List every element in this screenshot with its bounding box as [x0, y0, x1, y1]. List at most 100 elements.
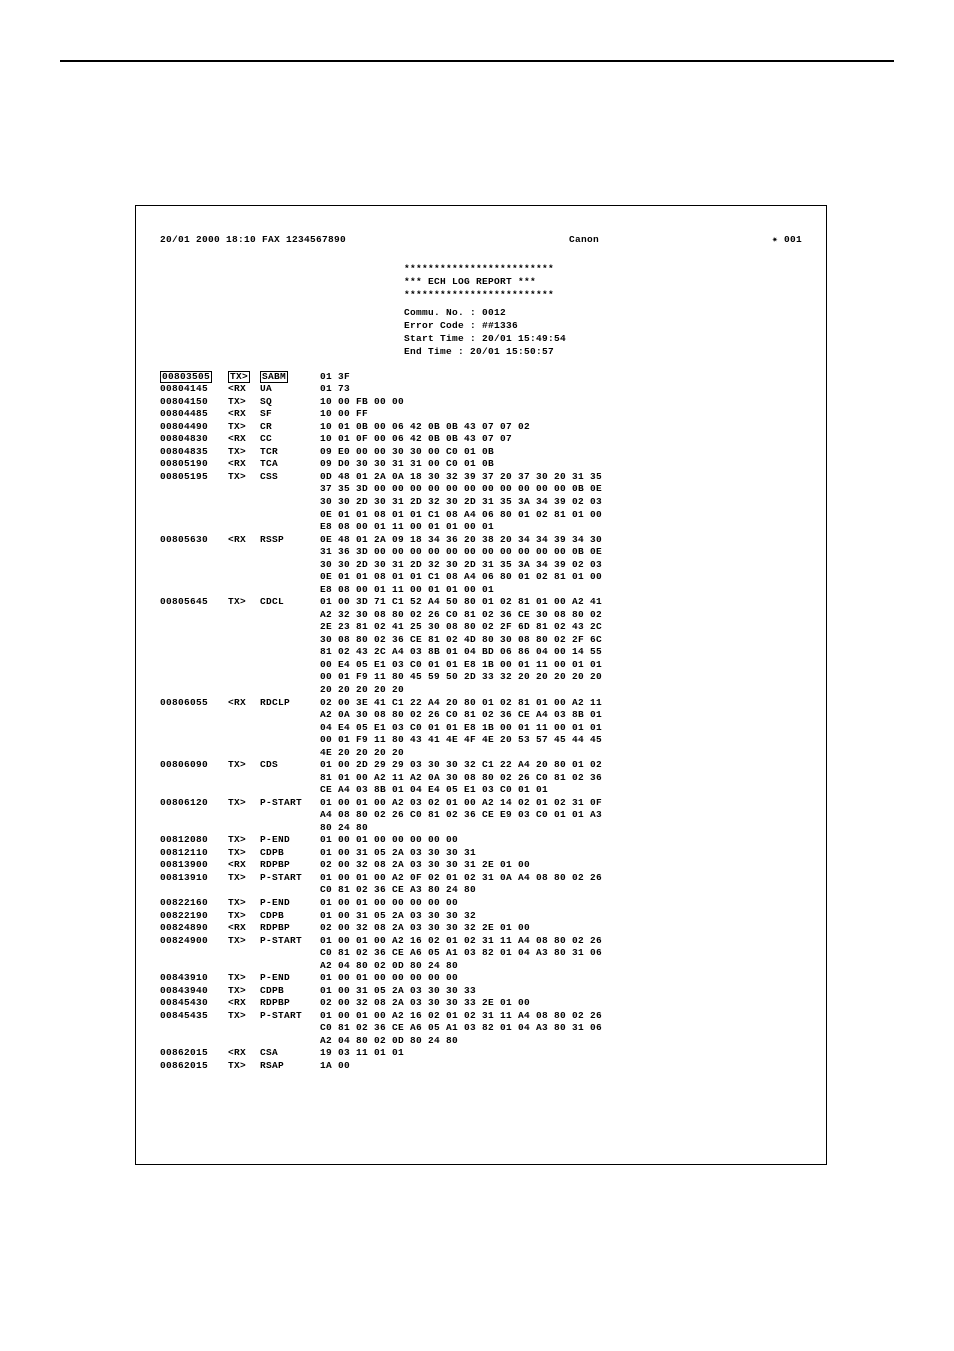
log-row: 81 02 43 2C A4 03 8B 01 04 BD 06 86 04 0… [160, 646, 802, 659]
log-row: 00805190<RXTCA09 D0 30 30 31 31 00 C0 01… [160, 458, 802, 471]
log-row: 80 24 80 [160, 822, 802, 835]
col-command: CDPB [260, 985, 320, 998]
col-direction: <RX [228, 922, 260, 935]
col-hex: 04 E4 05 E1 03 C0 01 01 E8 1B 00 01 11 0… [320, 722, 802, 735]
log-row: 00812110TX>CDPB01 00 31 05 2A 03 30 30 3… [160, 847, 802, 860]
log-row: 30 08 80 02 36 CE 81 02 4D 80 30 08 80 0… [160, 634, 802, 647]
col-timestamp: 00862015 [160, 1047, 228, 1060]
col-timestamp: 00806090 [160, 759, 228, 772]
col-hex: 0E 01 01 08 01 01 C1 08 A4 06 80 01 02 8… [320, 571, 802, 584]
col-hex: 01 00 01 00 A2 16 02 01 02 31 11 A4 08 8… [320, 1010, 802, 1023]
col-hex: 01 00 31 05 2A 03 30 30 33 [320, 985, 802, 998]
col-timestamp: 00806055 [160, 697, 228, 710]
col-command [260, 772, 320, 785]
col-direction [228, 822, 260, 835]
log-row: 00803505TX>SABM01 3F [160, 371, 802, 384]
log-row: 00806120TX>P-START01 00 01 00 A2 03 02 0… [160, 797, 802, 810]
log-row: C0 81 02 36 CE A3 80 24 80 [160, 884, 802, 897]
col-direction [228, 496, 260, 509]
log-row: 4E 20 20 20 20 [160, 747, 802, 760]
col-timestamp [160, 483, 228, 496]
col-command: P-END [260, 972, 320, 985]
log-row: 31 36 3D 00 00 00 00 00 00 00 00 00 00 0… [160, 546, 802, 559]
col-timestamp [160, 671, 228, 684]
col-hex: 01 00 01 00 00 00 00 00 [320, 897, 802, 910]
col-command: RDPBP [260, 859, 320, 872]
log-row: 00 01 F9 11 80 45 59 50 2D 33 32 20 20 2… [160, 671, 802, 684]
col-direction [228, 734, 260, 747]
col-direction [228, 1022, 260, 1035]
col-timestamp [160, 1022, 228, 1035]
info-end: End Time : 20/01 15:50:57 [404, 346, 802, 359]
title-stars-top: ************************* [404, 263, 802, 276]
col-command [260, 1022, 320, 1035]
col-command: RDCLP [260, 697, 320, 710]
col-command [260, 634, 320, 647]
col-hex: 30 30 2D 30 31 2D 32 30 2D 31 35 3A 34 3… [320, 496, 802, 509]
col-timestamp: 00812110 [160, 847, 228, 860]
col-hex: A2 0A 30 08 80 02 26 C0 81 02 36 CE A4 0… [320, 709, 802, 722]
log-row: 00813900<RXRDPBP02 00 32 08 2A 03 30 30 … [160, 859, 802, 872]
header-center: Canon [346, 234, 772, 245]
col-hex: 4E 20 20 20 20 [320, 747, 802, 760]
col-timestamp [160, 571, 228, 584]
header-right: ✷ 001 [772, 234, 802, 245]
col-direction [228, 709, 260, 722]
col-timestamp: 00822160 [160, 897, 228, 910]
col-timestamp [160, 646, 228, 659]
col-command [260, 1035, 320, 1048]
col-timestamp: 00813900 [160, 859, 228, 872]
log-row: 00843940TX>CDPB01 00 31 05 2A 03 30 30 3… [160, 985, 802, 998]
info-error: Error Code : ##1336 [404, 320, 802, 333]
col-timestamp: 00805630 [160, 534, 228, 547]
col-direction [228, 722, 260, 735]
col-direction [228, 521, 260, 534]
col-command [260, 947, 320, 960]
log-row: 00806055<RXRDCLP02 00 3E 41 C1 22 A4 20 … [160, 697, 802, 710]
col-hex: 02 00 32 08 2A 03 30 30 31 2E 01 00 [320, 859, 802, 872]
log-row: 00804145<RXUA01 73 [160, 383, 802, 396]
col-direction [228, 947, 260, 960]
col-timestamp: 00843940 [160, 985, 228, 998]
col-hex: 10 01 0B 00 06 42 0B 0B 43 07 07 02 [320, 421, 802, 434]
col-hex: 09 D0 30 30 31 31 00 C0 01 0B [320, 458, 802, 471]
log-row: 00813910TX>P-START01 00 01 00 A2 0F 02 0… [160, 872, 802, 885]
col-timestamp [160, 809, 228, 822]
col-command [260, 747, 320, 760]
col-hex: 20 20 20 20 20 [320, 684, 802, 697]
log-row: 00824900TX>P-START01 00 01 00 A2 16 02 0… [160, 935, 802, 948]
col-command: P-END [260, 897, 320, 910]
log-row: CE A4 03 8B 01 04 E4 05 E1 03 C0 01 01 [160, 784, 802, 797]
log-row: 0E 01 01 08 01 01 C1 08 A4 06 80 01 02 8… [160, 509, 802, 522]
col-hex: 31 36 3D 00 00 00 00 00 00 00 00 00 00 0… [320, 546, 802, 559]
col-direction [228, 609, 260, 622]
col-direction [228, 809, 260, 822]
col-hex: 01 00 3D 71 C1 52 A4 50 80 01 02 81 01 0… [320, 596, 802, 609]
col-direction: TX> [228, 1060, 260, 1073]
log-row: A2 0A 30 08 80 02 26 C0 81 02 36 CE A4 0… [160, 709, 802, 722]
col-command [260, 960, 320, 973]
col-direction: TX> [228, 897, 260, 910]
header-left: 20/01 2000 18:10 FAX 1234567890 [160, 234, 346, 245]
col-timestamp: 00843910 [160, 972, 228, 985]
col-timestamp: 00805190 [160, 458, 228, 471]
log-row: 2E 23 81 02 41 25 30 08 80 02 2F 6D 81 0… [160, 621, 802, 634]
col-command [260, 496, 320, 509]
col-timestamp: 00805645 [160, 596, 228, 609]
col-command [260, 646, 320, 659]
col-direction: TX> [228, 872, 260, 885]
col-hex: E8 08 00 01 11 00 01 01 00 01 [320, 584, 802, 597]
log-row: 00812080TX>P-END01 00 01 00 00 00 00 00 [160, 834, 802, 847]
col-timestamp [160, 496, 228, 509]
col-hex: 00 01 F9 11 80 45 59 50 2D 33 32 20 20 2… [320, 671, 802, 684]
col-hex: 81 01 00 A2 11 A2 0A 30 08 80 02 26 C0 8… [320, 772, 802, 785]
col-command [260, 822, 320, 835]
col-command: CDPB [260, 910, 320, 923]
col-direction: TX> [228, 446, 260, 459]
col-hex: 01 00 01 00 A2 03 02 01 00 A2 14 02 01 0… [320, 797, 802, 810]
col-command [260, 609, 320, 622]
col-command [260, 546, 320, 559]
col-hex: C0 81 02 36 CE A3 80 24 80 [320, 884, 802, 897]
log-row: 00 01 F9 11 80 43 41 4E 4F 4E 20 53 57 4… [160, 734, 802, 747]
col-timestamp: 00805195 [160, 471, 228, 484]
